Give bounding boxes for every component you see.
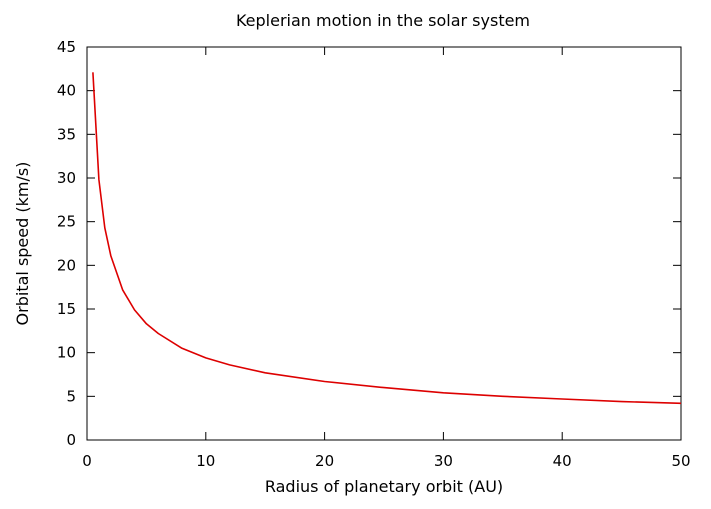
y-tick-label: 5 (66, 387, 76, 405)
y-tick-label: 0 (66, 431, 76, 449)
x-axis: 0 10 20 30 40 50 (82, 47, 691, 470)
series-layer (92, 72, 682, 405)
y-tick-label: 25 (57, 213, 76, 231)
y-tick-label: 20 (57, 256, 76, 274)
y-tick-label: 30 (57, 169, 76, 187)
chart-title: Keplerian motion in the solar system (236, 11, 530, 30)
y-tick-label: 45 (57, 38, 76, 56)
x-axis-title: Radius of planetary orbit (AU) (265, 477, 503, 496)
y-tick-label: 15 (57, 300, 76, 318)
x-tick-label: 40 (553, 452, 572, 470)
y-axis-title: Orbital speed (km/s) (13, 162, 32, 326)
x-tick-label: 20 (315, 452, 334, 470)
series-line (92, 72, 682, 405)
x-tick-label: 50 (671, 452, 690, 470)
plot-frame (86, 46, 682, 441)
y-tick-label: 40 (57, 82, 76, 100)
x-tick-label: 30 (434, 452, 453, 470)
x-tick-label: 10 (196, 452, 215, 470)
x-tick-label: 0 (82, 452, 92, 470)
y-axis: 0 5 10 15 20 25 30 35 40 45 (57, 38, 681, 449)
y-tick-label: 35 (57, 125, 76, 143)
y-tick-label: 10 (57, 344, 76, 362)
